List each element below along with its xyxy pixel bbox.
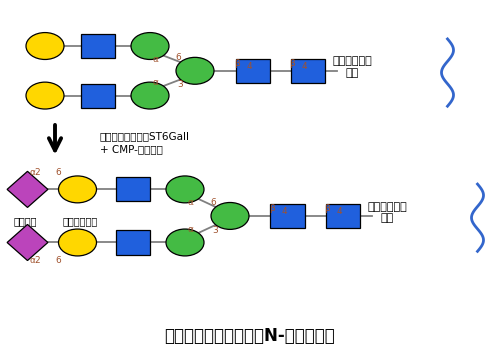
Bar bbox=[326, 204, 360, 228]
Text: 4: 4 bbox=[282, 207, 287, 216]
Bar bbox=[80, 34, 114, 58]
Text: β: β bbox=[234, 58, 240, 68]
Text: β: β bbox=[324, 204, 330, 213]
Text: 4: 4 bbox=[302, 62, 307, 71]
Circle shape bbox=[166, 176, 204, 203]
Text: α: α bbox=[188, 224, 194, 234]
Text: α: α bbox=[152, 78, 158, 87]
Bar bbox=[116, 177, 150, 201]
Circle shape bbox=[131, 82, 169, 109]
Text: 3: 3 bbox=[178, 80, 183, 90]
Bar bbox=[80, 84, 114, 108]
Text: 4: 4 bbox=[336, 207, 342, 216]
Text: 6: 6 bbox=[55, 168, 61, 177]
Text: α: α bbox=[188, 198, 194, 207]
Text: ガラクトース: ガラクトース bbox=[62, 216, 98, 226]
Bar bbox=[236, 59, 270, 83]
Text: 6: 6 bbox=[175, 53, 181, 62]
Circle shape bbox=[58, 229, 96, 256]
Circle shape bbox=[176, 57, 214, 84]
Text: タンパク質に結合するN-型糖鎖構造: タンパク質に結合するN-型糖鎖構造 bbox=[164, 327, 336, 345]
Text: α: α bbox=[152, 55, 158, 64]
Text: シアル酸: シアル酸 bbox=[13, 216, 37, 226]
Polygon shape bbox=[7, 224, 48, 261]
Circle shape bbox=[166, 229, 204, 256]
Text: 6: 6 bbox=[55, 256, 61, 265]
Text: 6: 6 bbox=[210, 198, 216, 207]
Text: 4: 4 bbox=[246, 62, 252, 71]
Bar bbox=[290, 59, 324, 83]
Circle shape bbox=[131, 33, 169, 59]
Circle shape bbox=[26, 82, 64, 109]
Text: β: β bbox=[290, 58, 295, 68]
Text: + CMP-シアル酸: + CMP-シアル酸 bbox=[100, 144, 163, 154]
Text: 3: 3 bbox=[212, 225, 218, 235]
Text: アスパラギン
残基: アスパラギン 残基 bbox=[368, 201, 407, 223]
Bar bbox=[270, 204, 304, 228]
Text: β: β bbox=[270, 204, 275, 213]
Bar bbox=[116, 230, 150, 255]
Circle shape bbox=[26, 33, 64, 59]
Circle shape bbox=[58, 176, 96, 203]
Polygon shape bbox=[7, 171, 48, 207]
Text: シアル酸転移酵素ST6GalⅠ: シアル酸転移酵素ST6GalⅠ bbox=[100, 131, 190, 141]
Text: α2: α2 bbox=[30, 168, 42, 177]
Text: α2: α2 bbox=[30, 256, 42, 265]
Circle shape bbox=[211, 202, 249, 229]
Text: アスパラギン
残基: アスパラギン 残基 bbox=[332, 56, 372, 78]
